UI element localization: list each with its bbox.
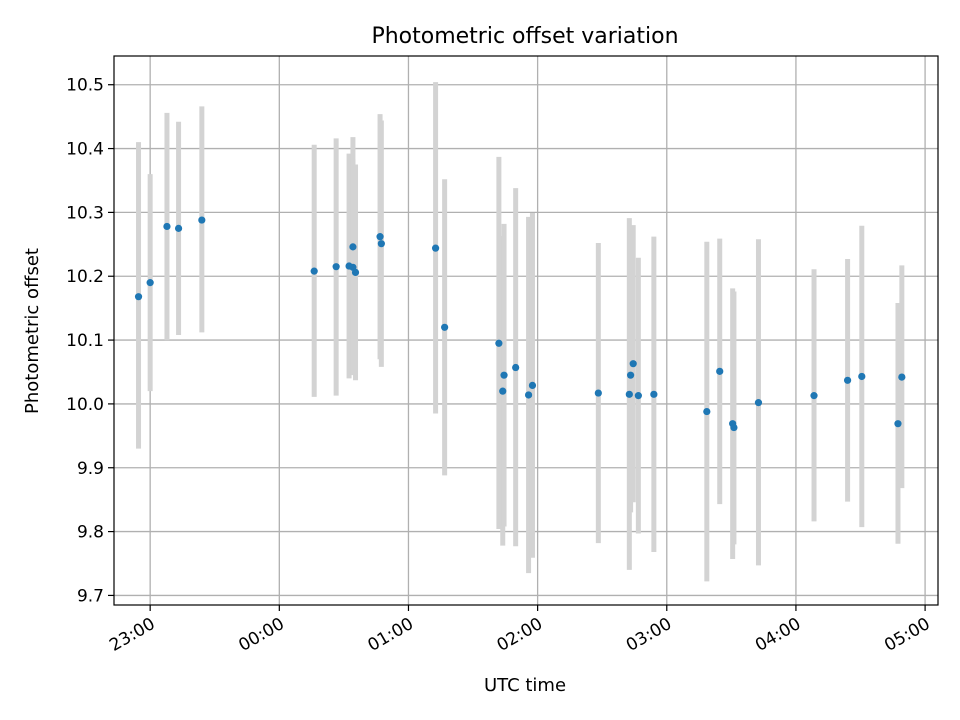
y-tick-label: 10.5 [66, 76, 104, 96]
data-point [499, 387, 507, 395]
y-tick-label: 10.0 [66, 395, 104, 415]
y-tick-label: 10.4 [66, 140, 104, 160]
grid [114, 56, 938, 605]
data-point [843, 376, 852, 384]
data-point [332, 263, 340, 271]
data-point [629, 360, 637, 368]
data-point [754, 399, 763, 407]
data-point [810, 392, 818, 400]
x-axis-label: UTC time [484, 675, 566, 696]
data-point [351, 268, 360, 277]
y-axis-label: Photometric offset [22, 248, 43, 414]
data-point [441, 323, 449, 331]
data-point [174, 224, 183, 232]
data-point [134, 293, 143, 301]
data-points [134, 216, 906, 432]
data-point [894, 420, 902, 428]
data-point [310, 267, 318, 275]
y-tick-label: 10.2 [66, 267, 104, 287]
data-point [146, 279, 154, 287]
data-point [349, 243, 357, 251]
data-point [898, 373, 906, 381]
data-point [594, 389, 602, 397]
data-point [376, 233, 384, 241]
plot-frame [113, 55, 939, 606]
y-tick-label: 9.7 [77, 586, 104, 606]
data-point [625, 390, 633, 398]
data-point [703, 407, 711, 416]
data-point [163, 222, 171, 231]
data-point [512, 363, 520, 372]
y-tick-label: 10.1 [66, 331, 104, 351]
data-point [500, 371, 508, 379]
data-point [524, 391, 533, 399]
data-point [431, 244, 440, 252]
chart-title: Photometric offset variation [371, 24, 678, 49]
data-point [650, 390, 658, 398]
y-axis-ticks: 9.7 9.8 9.9 10.0 10.1 10.2 10.3 10.4 10.5 [66, 76, 114, 606]
data-point [528, 381, 537, 389]
data-point [627, 371, 635, 379]
y-tick-label: 9.9 [77, 459, 104, 479]
data-point [716, 367, 724, 375]
data-point [858, 372, 866, 381]
data-point [730, 423, 738, 432]
data-point [198, 216, 206, 224]
data-point [634, 392, 642, 400]
y-tick-label: 10.3 [66, 203, 104, 223]
data-point [377, 240, 385, 248]
data-point [495, 339, 503, 347]
y-tick-label: 9.8 [77, 523, 104, 543]
